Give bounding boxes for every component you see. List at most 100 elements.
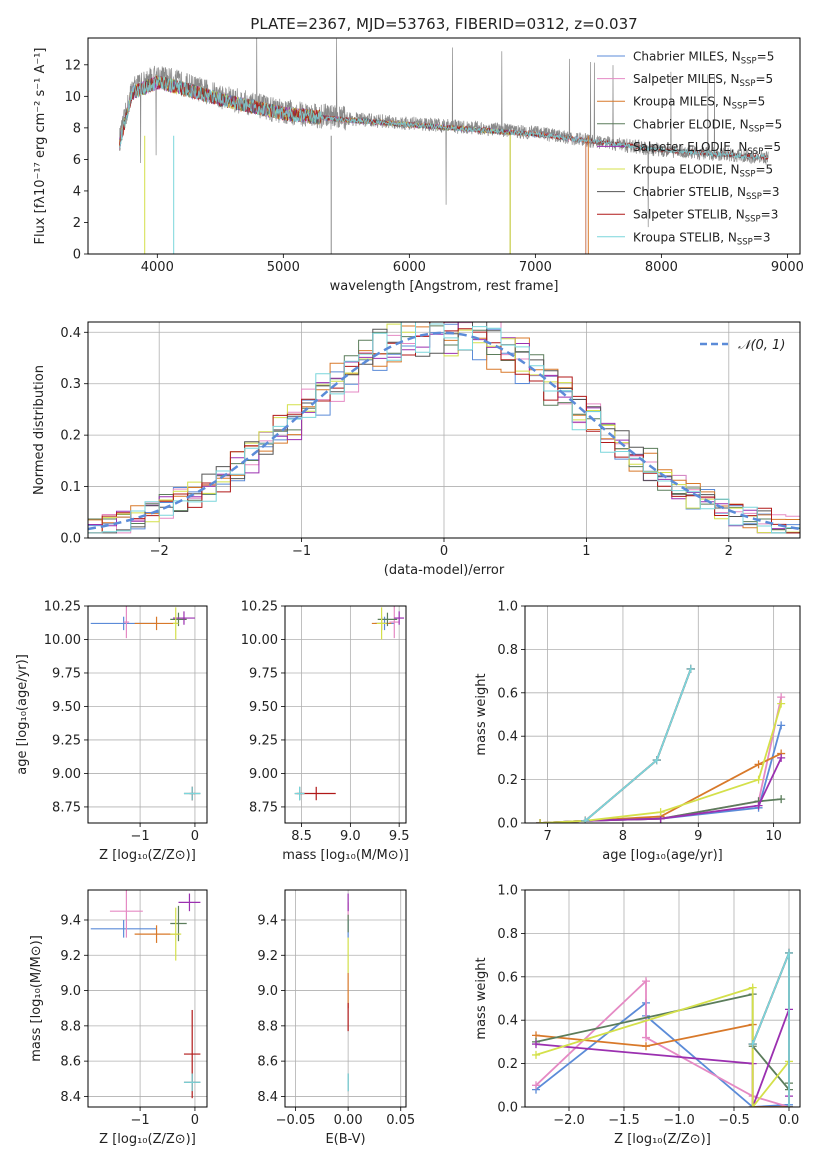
- axes-mass-vs-Z: −1 0 8.4 8.6 8.8 9.0 9.2 9.4 Z [log₁₀(Z/Z⊙)] mass…: [29, 890, 207, 1147]
- y-tick-label: 0.4: [497, 730, 518, 745]
- y-tick-label: 0.1: [60, 480, 81, 495]
- y-tick-label: 9.0: [257, 984, 278, 999]
- x-tick-label: 8000: [645, 260, 678, 275]
- x-tick-label: 0.0: [779, 1113, 800, 1128]
- series-marker: [748, 983, 757, 992]
- mass-weight-vs-age-frame: [524, 605, 801, 824]
- y-tick-label: 8.8: [60, 1019, 81, 1034]
- spectrum-model-line: [119, 76, 511, 254]
- series-marker: [777, 721, 786, 730]
- errorbar-point: [170, 905, 187, 942]
- y-tick-label: 9.00: [52, 767, 81, 782]
- series-marker: [754, 760, 763, 769]
- histogram-plot: [88, 322, 800, 534]
- histogram-step: [88, 322, 800, 534]
- y-tick-label: 0.6: [497, 686, 518, 701]
- y-tick-label: 0.3: [60, 377, 81, 392]
- y-tick-label: 10: [64, 90, 81, 105]
- errorbar-point: [173, 611, 195, 625]
- series-marker: [581, 816, 590, 823]
- spectrum-model-line: [119, 75, 511, 254]
- x-tick-label: 8.5: [291, 829, 312, 844]
- x-tick-label: 0.00: [334, 1113, 363, 1128]
- spectrum-model-line: [119, 75, 587, 254]
- series-line: [584, 668, 692, 822]
- legend-label: Salpeter MILES, NSSP=5: [633, 72, 773, 89]
- legend-label: Chabrier ELODIE, NSSP=5: [633, 117, 782, 134]
- spectrum-frame: [87, 37, 801, 255]
- y-tick-label: 0.2: [497, 773, 518, 788]
- legend-label: Kroupa STELIB, NSSP=3: [633, 230, 771, 247]
- mass-weight-vs-Z-plot: [532, 948, 793, 1107]
- x-axis-label: Z [log₁₀(Z/Z⊙)]: [614, 1132, 711, 1147]
- series-marker: [642, 1033, 650, 1042]
- series-marker: [652, 756, 661, 765]
- mass-vs-Z-frame: [87, 889, 208, 1108]
- series-line: [584, 668, 692, 822]
- y-tick-label: 9.75: [249, 666, 278, 681]
- errorbar-point: [389, 606, 400, 639]
- legend-label: Salpeter STELIB, NSSP=3: [633, 208, 778, 225]
- legend-label: Kroupa MILES, NSSP=5: [633, 95, 765, 112]
- legend-label: Chabrier MILES, NSSP=5: [633, 50, 774, 67]
- spectrum-model-line: [119, 75, 587, 254]
- x-tick-label: 9.5: [389, 829, 410, 844]
- series-marker: [532, 1050, 540, 1059]
- legend-label: Chabrier STELIB, NSSP=3: [633, 185, 780, 202]
- y-tick-label: 8.75: [52, 800, 81, 815]
- errorbar-point: [109, 890, 143, 938]
- y-tick-label: 9.25: [52, 733, 81, 748]
- y-tick-label: 9.75: [52, 666, 81, 681]
- y-tick-label: 9.25: [249, 733, 278, 748]
- y-tick-label: 0.2: [60, 429, 81, 444]
- axes-age-vs-mass: 8.5 9.0 9.5 8.75 9.00 9.25 9.50 9.75 10.00 10.25 m…: [241, 600, 410, 864]
- y-tick-label: 1.0: [497, 600, 518, 615]
- x-tick-label: −2.0: [553, 1113, 585, 1128]
- y-tick-label: 9.4: [60, 913, 81, 928]
- x-tick-label: 0: [191, 829, 199, 844]
- x-tick-label: −1: [292, 544, 311, 559]
- y-tick-label: 9.4: [257, 913, 278, 928]
- x-tick-label: 7: [543, 829, 551, 844]
- x-tick-label: 0: [191, 1113, 199, 1128]
- spectrum-model-line: [119, 76, 511, 254]
- y-tick-label: 8.6: [60, 1055, 81, 1070]
- series-marker: [748, 1040, 757, 1049]
- axes-age-vs-Z: −1 0 8.75 9.00 9.25 9.50 9.75 10.00 10.25 Z [log₁…: [15, 600, 207, 863]
- axes-spectrum: 4000 5000 6000 7000 8000 9000 0 2 4 6 8 10 12 wavelen…: [33, 15, 804, 294]
- x-axis-label: Z [log₁₀(Z/Z⊙)]: [99, 1132, 196, 1147]
- histogram-frame: [87, 321, 801, 539]
- x-tick-label: 0: [440, 544, 448, 559]
- x-axis-label: mass [log₁₀(M/M⊙)]: [282, 848, 409, 863]
- series-marker: [777, 699, 786, 708]
- spectrum-legend: Chabrier MILES, NSSP=5 Salpeter MILES, NS…: [597, 50, 782, 247]
- x-tick-label: 1: [582, 544, 590, 559]
- x-axis-label: Z [log₁₀(Z/Z⊙)]: [99, 848, 196, 863]
- x-tick-label: 4000: [141, 260, 174, 275]
- series-marker: [532, 1040, 540, 1049]
- x-tick-label: 6000: [393, 260, 426, 275]
- x-axis-label: E(B-V): [325, 1132, 365, 1147]
- y-tick-label: 4: [73, 184, 81, 199]
- y-tick-label: 6: [73, 153, 81, 168]
- y-tick-label: 0: [73, 248, 81, 263]
- y-tick-label: 8.4: [60, 1090, 81, 1105]
- y-tick-label: 10.25: [241, 600, 278, 615]
- y-axis-label: age [log₁₀(age/yr)]: [15, 654, 30, 775]
- legend-label: 𝒩(0, 1): [738, 338, 785, 353]
- x-tick-label: −2: [150, 544, 169, 559]
- y-axis-label: mass [log₁₀(M/M⊙)]: [29, 935, 44, 1062]
- mass-weight-vs-age-plot: [536, 664, 786, 823]
- x-tick-label: −1: [131, 829, 150, 844]
- age-vs-mass-plot: [294, 606, 405, 801]
- axes-residuals: −2 −1 0 1 2 0.0 0.1 0.2 0.3 0.4 (data-model)/error…: [32, 322, 800, 578]
- y-axis-label: mass weight: [474, 957, 489, 1039]
- legend-label: Salpeter ELODIE, NSSP=5: [633, 140, 781, 157]
- y-tick-label: 1.0: [497, 884, 518, 899]
- y-tick-label: 9.50: [249, 700, 278, 715]
- x-tick-label: −0.05: [276, 1113, 316, 1128]
- y-tick-label: 0.4: [60, 326, 81, 341]
- spectrum-model-line: [119, 77, 587, 254]
- series-line: [584, 668, 692, 822]
